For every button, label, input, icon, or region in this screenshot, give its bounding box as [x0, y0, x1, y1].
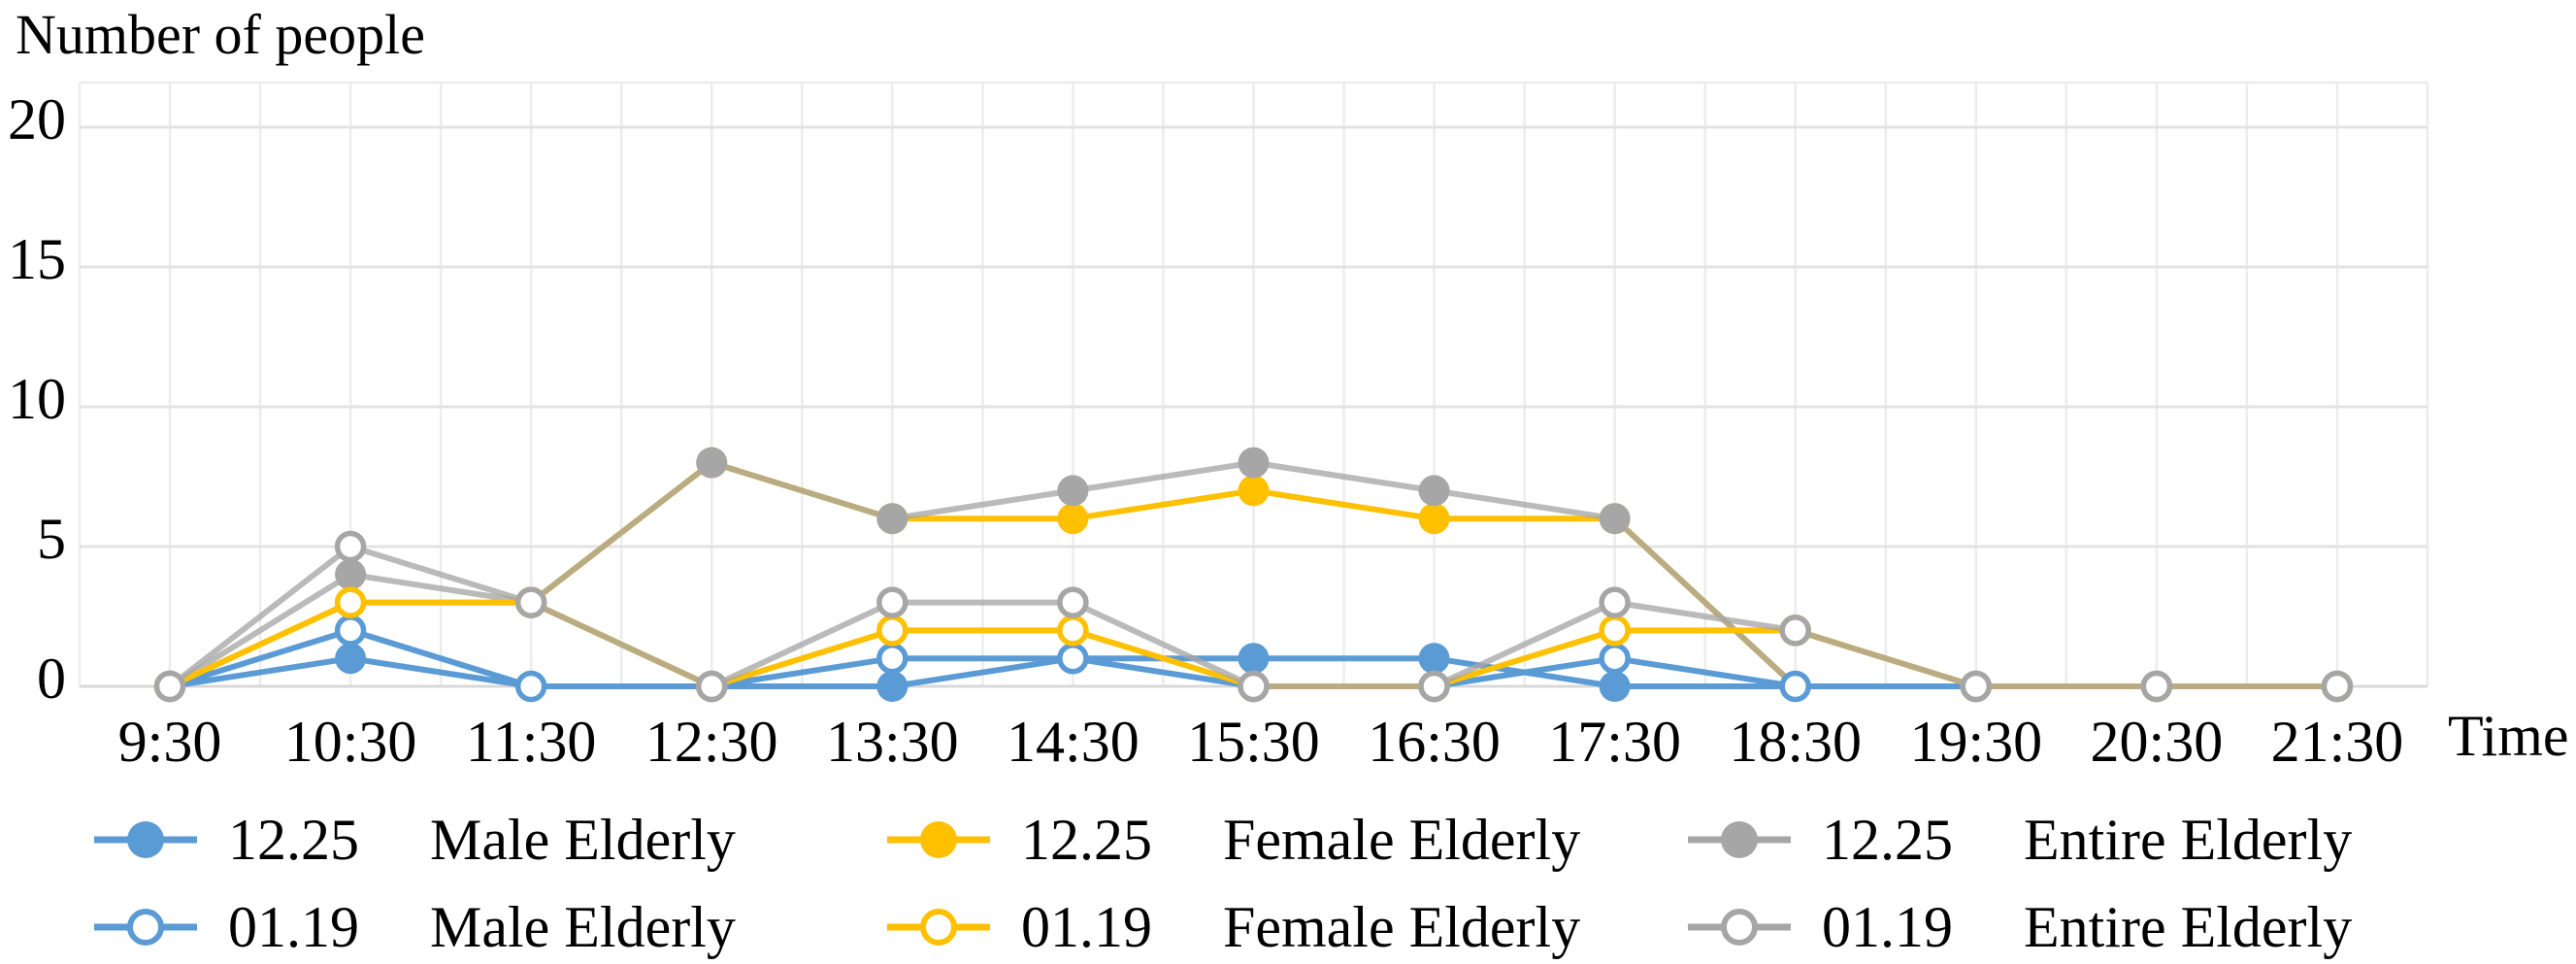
marker-male-1225: [1238, 643, 1270, 675]
marker-entire-1225: [1238, 447, 1270, 479]
marker-entire-0119: [2140, 670, 2173, 703]
legend-series-name: Entire Elderly: [2024, 894, 2353, 959]
series-markers: [153, 447, 2354, 703]
legend-marker-open-female-0119: [887, 909, 990, 946]
marker-entire-1225: [696, 447, 728, 479]
legend-entry-entire-0119: 01.19 Entire Elderly: [1686, 894, 2353, 959]
y-axis-title: Number of people: [16, 3, 425, 66]
marker-male-1225: [335, 643, 367, 675]
x-tick-label: 18:30: [1729, 710, 1863, 774]
legend-series-name: Entire Elderly: [2024, 807, 2353, 872]
x-tick-label: 14:30: [1007, 710, 1139, 774]
legend-marker-circle: [1721, 909, 1758, 946]
marker-entire-0119: [1057, 586, 1089, 618]
legend-entry-male-0119: 01.19 Male Elderly: [92, 894, 736, 959]
legend-entry-female-0119: 01.19 Female Elderly: [885, 894, 1581, 959]
x-tick-label: 9:30: [117, 710, 222, 774]
legend-series-date: 12.25: [1822, 807, 1953, 872]
legend-entry-entire-1225: 12.25 Entire Elderly: [1686, 807, 2353, 872]
legend-series-date: 01.19: [228, 894, 359, 959]
legend-series-name: Female Elderly: [1223, 807, 1581, 872]
marker-female-0119: [1599, 615, 1631, 647]
marker-male-0119: [876, 642, 908, 675]
x-tick-label: 11:30: [465, 710, 597, 774]
x-tick-label: 10:30: [283, 710, 417, 774]
marker-male-1225: [876, 671, 908, 702]
marker-male-1225: [1418, 643, 1450, 675]
gridlines: [78, 81, 2429, 688]
x-tick-label: 15:30: [1187, 710, 1320, 774]
legend-series-date: 12.25: [228, 807, 359, 872]
marker-male-0119: [334, 615, 367, 647]
marker-entire-0119: [695, 670, 728, 703]
marker-male-1225: [1599, 671, 1631, 702]
x-tick-label: 21:30: [2270, 710, 2404, 774]
y-tick-label: 20: [8, 87, 66, 151]
x-tick-label: 17:30: [1548, 710, 1681, 774]
marker-male-0119: [514, 670, 547, 703]
marker-entire-0119: [1238, 670, 1270, 703]
x-tick-label: 12:30: [644, 710, 778, 774]
legend-entry-female-1225: 12.25 Female Elderly: [885, 807, 1581, 872]
marker-entire-0119: [334, 530, 367, 563]
legend-series-date: 01.19: [1021, 894, 1152, 959]
legend-series-date: 01.19: [1822, 894, 1953, 959]
marker-male-0119: [1057, 642, 1089, 675]
marker-entire-0119: [153, 670, 186, 703]
marker-female-0119: [334, 586, 367, 618]
x-tick-label: 19:30: [1909, 710, 2043, 774]
legend-marker-open-entire-0119: [1688, 909, 1791, 946]
marker-entire-1225: [335, 558, 367, 590]
marker-entire-0119: [876, 586, 908, 618]
legend-series-name: Female Elderly: [1223, 894, 1581, 959]
marker-male-0119: [1599, 642, 1631, 675]
legend-marker-open-male-0119: [94, 909, 197, 946]
marker-female-0119: [876, 615, 908, 647]
y-tick-label: 5: [37, 507, 66, 571]
legend-marker-circle: [127, 909, 164, 946]
y-tick-label: 0: [37, 647, 66, 711]
marker-entire-0119: [1418, 670, 1450, 703]
marker-female-1225: [1057, 503, 1089, 535]
x-tick-label: 13:30: [825, 710, 959, 774]
marker-entire-1225: [876, 503, 908, 535]
legend-marker-circle: [127, 821, 164, 858]
y-tick-label: 10: [8, 367, 66, 431]
marker-entire-0119: [1779, 615, 1811, 647]
legend-marker-circle: [920, 821, 957, 858]
legend-marker-circle: [1721, 821, 1758, 858]
legend-marker-filled-male-1225: [94, 821, 197, 858]
legend-series-name: Male Elderly: [430, 807, 736, 872]
marker-female-1225: [1418, 503, 1450, 535]
legend-marker-circle: [920, 909, 957, 946]
marker-entire-1225: [1599, 503, 1631, 535]
marker-entire-0119: [1960, 670, 1993, 703]
legend-series-name: Male Elderly: [430, 894, 736, 959]
marker-entire-1225: [1418, 475, 1450, 507]
legend-marker-filled-entire-1225: [1688, 821, 1791, 858]
legend-entry-male-1225: 12.25 Male Elderly: [92, 807, 736, 872]
x-tick-label: 20:30: [2090, 710, 2224, 774]
marker-male-0119: [1779, 670, 1811, 703]
marker-entire-0119: [2321, 670, 2354, 703]
y-tick-label: 15: [8, 227, 66, 291]
legend-marker-filled-female-1225: [887, 821, 990, 858]
x-axis-title: Time: [2448, 704, 2569, 768]
marker-entire-0119: [514, 586, 547, 618]
legend-series-date: 12.25: [1021, 807, 1152, 872]
marker-female-1225: [1238, 475, 1270, 507]
marker-entire-0119: [1599, 586, 1631, 618]
marker-female-0119: [1057, 615, 1089, 647]
marker-entire-1225: [1057, 475, 1089, 507]
x-tick-label: 16:30: [1368, 710, 1501, 774]
